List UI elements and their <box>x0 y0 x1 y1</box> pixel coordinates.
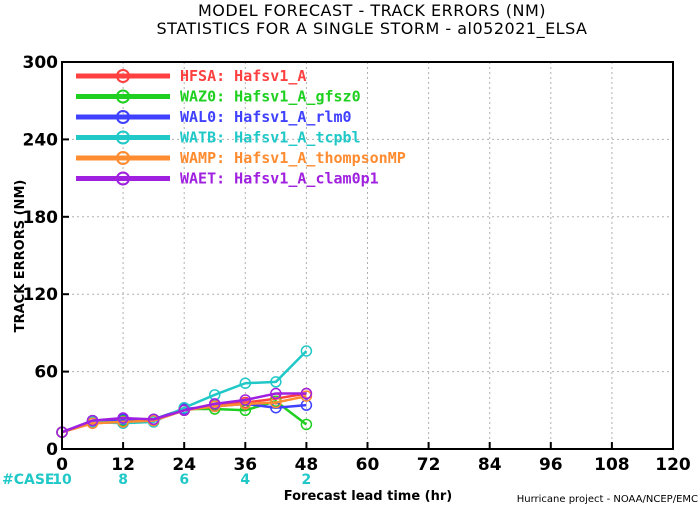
legend-marker <box>116 69 130 83</box>
data-point <box>300 387 313 400</box>
legend-label: WAET: Hafsv1_A_clam0p1 <box>180 170 379 188</box>
data-point <box>270 396 282 409</box>
plot-frame <box>61 61 674 450</box>
data-point <box>86 414 99 427</box>
legend-marker <box>116 151 130 165</box>
y-tick-labels: 0 60 120 180 240 300 <box>23 53 59 460</box>
data-point <box>209 398 221 410</box>
x-tick-label: 60 <box>356 455 380 475</box>
x-axis-label: Forecast lead time (hr) <box>284 489 452 504</box>
data-point <box>209 389 221 401</box>
legend-marker <box>116 89 130 104</box>
chart-subtitle: STATISTICS FOR A SINGLE STORM - al052021… <box>157 19 588 39</box>
series-5 <box>56 387 313 438</box>
case-label: #CASE <box>2 472 55 488</box>
data-point <box>239 394 252 406</box>
y-axis-label: TRACK ERRORS (NM) <box>13 180 28 333</box>
case-count: 2 <box>302 472 312 488</box>
data-point <box>178 404 190 417</box>
x-tick-label: 72 <box>417 455 441 475</box>
x-tick-label: 24 <box>172 455 196 475</box>
y-tick-label: 60 <box>34 363 58 383</box>
data-point <box>147 413 160 426</box>
data-point <box>270 387 282 400</box>
x-tick-label: 96 <box>539 455 563 475</box>
y-tick-label: 300 <box>23 53 59 73</box>
case-count: 6 <box>179 472 189 488</box>
legend-entry: WATB: Hafsv1_A_tcpbl <box>76 129 361 147</box>
x-tick-label: 0 <box>56 455 68 475</box>
x-tick-label: 36 <box>233 455 257 475</box>
legend-marker <box>116 130 130 145</box>
legend-label: WAZ0: Hafsv1_A_gfsz0 <box>180 88 361 106</box>
y-tick-label: 180 <box>23 208 59 228</box>
legend-entry: WAET: Hafsv1_A_clam0p1 <box>76 170 379 188</box>
case-count: 4 <box>240 472 250 488</box>
chart-title: MODEL FORECAST - TRACK ERRORS (NM) <box>198 1 546 20</box>
data-point <box>300 399 313 411</box>
case-count: 8 <box>118 472 128 488</box>
data-point <box>300 418 313 431</box>
x-tick-label: 48 <box>295 455 319 475</box>
x-tick-label: 84 <box>478 455 502 475</box>
y-tick-label: 240 <box>23 130 59 150</box>
legend-marker <box>116 171 130 186</box>
x-tick-label: 120 <box>655 455 691 475</box>
data-point <box>300 345 313 357</box>
credit: Hurricane project - NOAA/NCEP/EMC <box>517 494 698 505</box>
grid <box>61 61 674 450</box>
x-tick-labels: 0 12 24 36 48 60 72 84 96 108 120 <box>56 455 691 475</box>
case-counts: #CASE 10 8 6 4 2 <box>2 472 311 488</box>
legend-entry: WAL0: Hafsv1_A_rlm0 <box>76 108 352 126</box>
x-tick-label: 12 <box>111 455 135 475</box>
legend-label: HFSA: Hafsv1_A <box>180 67 306 85</box>
x-tick-label: 108 <box>594 455 630 475</box>
series-lines <box>56 345 313 438</box>
series-line <box>61 392 307 434</box>
legend-label: WAL0: Hafsv1_A_rlm0 <box>180 108 352 126</box>
legend-entry: HFSA: Hafsv1_A <box>76 67 306 85</box>
legend: HFSA: Hafsv1_A WAZ0: Hafsv1_A_gfsz0 WAL0: … <box>76 67 406 188</box>
y-tick-label: 0 <box>46 440 58 460</box>
legend-label: WATB: Hafsv1_A_tcpbl <box>180 129 361 147</box>
legend-label: WAMP: Hafsv1_A_thompsonMP <box>180 149 406 167</box>
legend-entry: WAZ0: Hafsv1_A_gfsz0 <box>76 88 361 106</box>
y-tick-label: 120 <box>23 285 59 305</box>
data-point <box>117 412 129 424</box>
legend-marker <box>116 110 130 124</box>
case-count: 10 <box>52 472 72 488</box>
legend-entry: WAMP: Hafsv1_A_thompsonMP <box>76 149 406 167</box>
data-point <box>239 377 252 389</box>
data-point <box>270 376 282 388</box>
